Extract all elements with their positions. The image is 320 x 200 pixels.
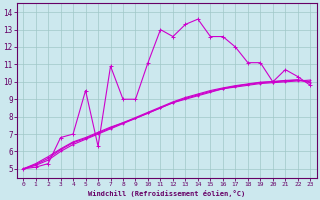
X-axis label: Windchill (Refroidissement éolien,°C): Windchill (Refroidissement éolien,°C) — [88, 190, 245, 197]
